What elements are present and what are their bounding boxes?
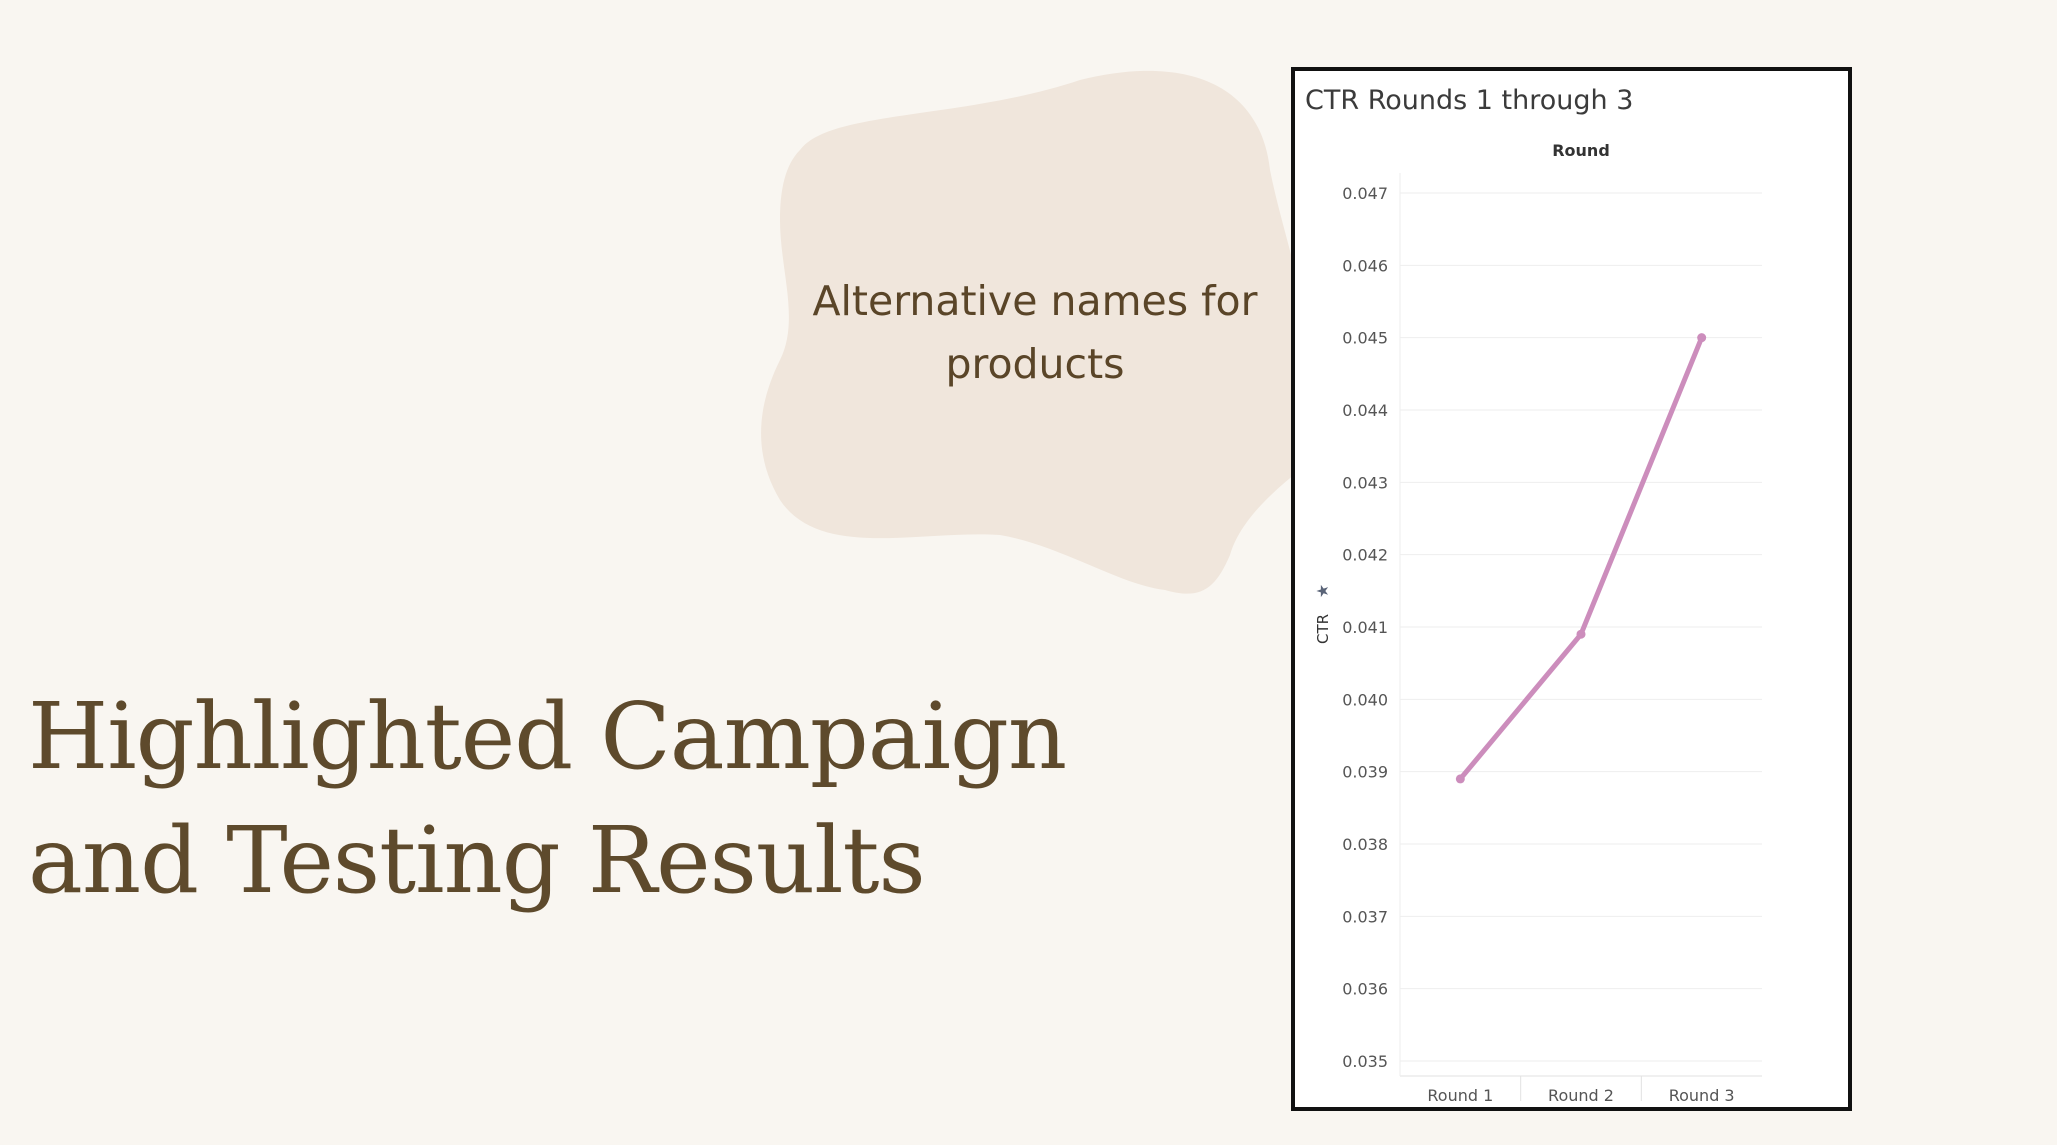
data-point xyxy=(1455,774,1465,784)
series-line xyxy=(1457,335,1705,782)
pin-icon: ★ xyxy=(1313,584,1332,598)
y-tick-label: 0.046 xyxy=(1342,256,1388,275)
title-line-2: and Testing Results xyxy=(28,807,926,914)
y-tick-label: 0.038 xyxy=(1342,835,1388,854)
y-tick-label: 0.037 xyxy=(1342,907,1388,926)
y-tick-label: 0.040 xyxy=(1342,690,1388,709)
data-point xyxy=(1576,629,1586,639)
chart-panel: Round 0.035 0.036 0.037 0.038 0.039 0.040 0.041… xyxy=(1291,67,1852,1111)
y-tick-label: 0.043 xyxy=(1342,473,1388,492)
callout-text: Alternative names for products xyxy=(790,270,1280,396)
y-tick-label: 0.036 xyxy=(1342,980,1388,999)
line-chart: Round 0.035 0.036 0.037 0.038 0.039 0.040 0.041… xyxy=(1313,141,1762,1105)
callout-line-1: Alternative names for xyxy=(812,277,1258,325)
y-tick-label: 0.042 xyxy=(1342,546,1388,565)
y-tick-label: 0.035 xyxy=(1342,1052,1388,1071)
page-title: Highlighted Campaign and Testing Results xyxy=(28,675,1148,923)
y-tick-label: 0.044 xyxy=(1342,401,1388,420)
column-header: Round xyxy=(1552,141,1610,160)
y-tick-label: 0.047 xyxy=(1342,184,1388,203)
y-tick-label: 0.045 xyxy=(1342,329,1388,348)
x-tick-label: Round 1 xyxy=(1427,1086,1493,1105)
callout-line-2: products xyxy=(945,340,1125,388)
y-tick-label: 0.039 xyxy=(1342,763,1388,782)
y-tick-label: 0.041 xyxy=(1342,618,1388,637)
y-axis-title: CTR xyxy=(1314,614,1332,644)
x-tick-label: Round 3 xyxy=(1669,1086,1735,1105)
x-tick-label: Round 2 xyxy=(1548,1086,1614,1105)
data-point xyxy=(1697,333,1707,343)
title-line-1: Highlighted Campaign xyxy=(28,683,1067,790)
chart-title: CTR Rounds 1 through 3 xyxy=(1305,85,1634,116)
